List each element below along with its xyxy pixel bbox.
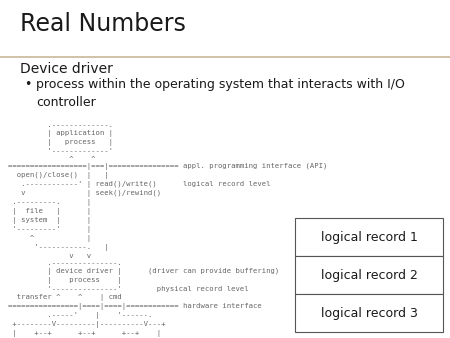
Text: logical record 2: logical record 2 xyxy=(320,268,418,282)
Text: logical record 1: logical record 1 xyxy=(320,231,418,243)
Text: .-------------.
         | application |
         |   process   |
         '----: .-------------. | application | | proces… xyxy=(8,122,328,338)
Text: process within the operating system that interacts with I/O
controller: process within the operating system that… xyxy=(36,78,405,109)
Text: logical record 3: logical record 3 xyxy=(320,307,418,319)
Text: Device driver: Device driver xyxy=(20,62,113,76)
Bar xyxy=(295,218,443,256)
Text: •: • xyxy=(24,78,32,91)
Bar xyxy=(295,294,443,332)
Bar xyxy=(295,256,443,294)
Text: Real Numbers: Real Numbers xyxy=(20,12,186,36)
